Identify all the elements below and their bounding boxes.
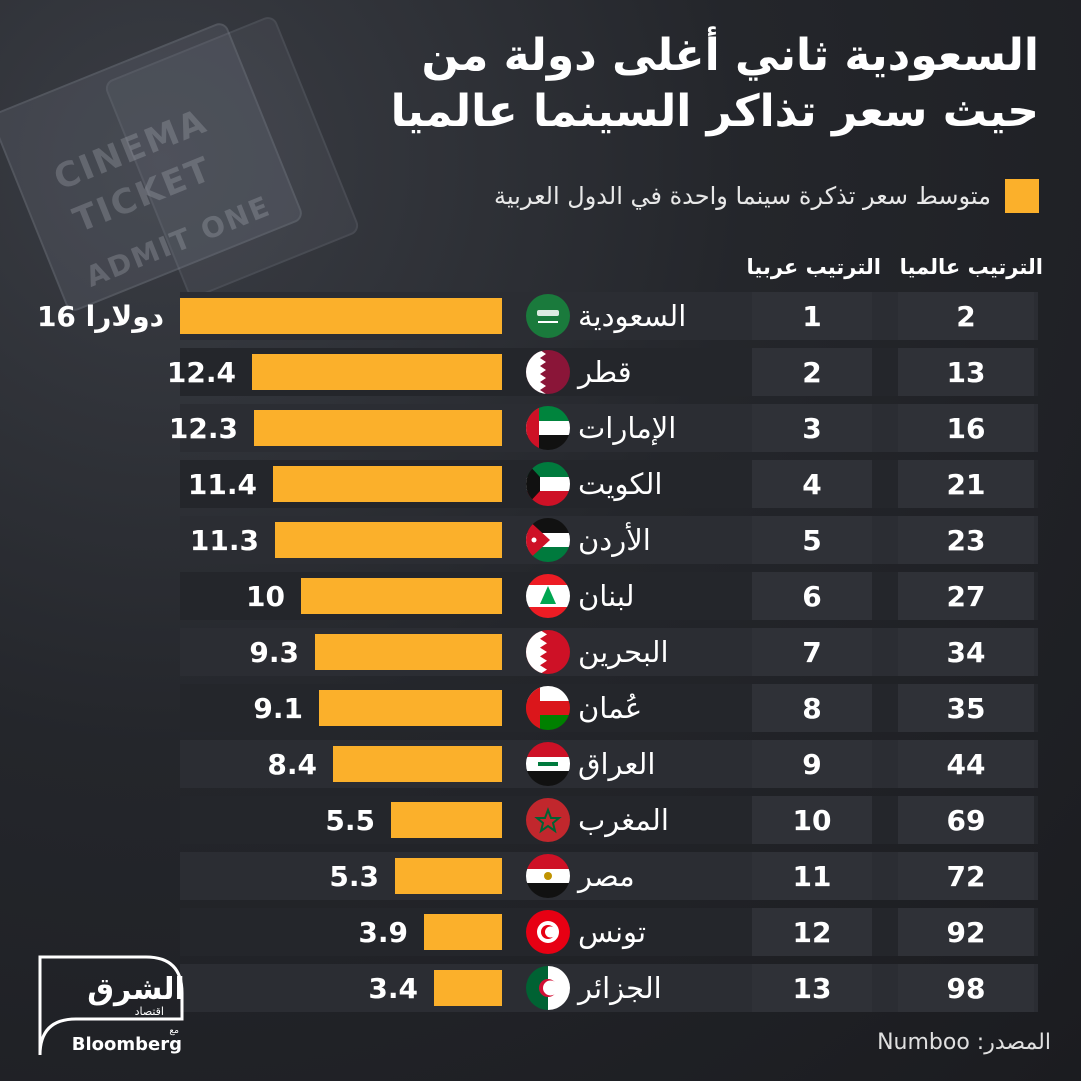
legend-swatch [1005,179,1039,213]
arab-rank-cell: 6 [752,572,872,620]
bar [273,466,502,502]
saudi-arabia-flag-icon [526,294,570,338]
arab-rank-cell: 7 [752,628,872,676]
bar-value-label: 3.4 [368,971,418,1005]
bar [275,522,502,558]
bar-value-label: 5.3 [329,859,379,893]
country-label: قطر [578,355,632,389]
brand-logo: الشرق اقتصاد مع Bloomberg [38,955,185,1055]
world-rank-cell: 34 [898,628,1034,676]
country-label: لبنان [578,579,635,613]
bar-value-label: 12.4 [166,355,236,389]
morocco-flag-icon [526,798,570,842]
logo-partner: Bloomberg [72,1034,182,1055]
bar-value-label: 9.1 [253,691,303,725]
country-label: المغرب [578,803,669,837]
logo-subtext: اقتصاد [135,1005,164,1018]
arab-rank-cell: 8 [752,684,872,732]
arab-rank-cell: 12 [752,908,872,956]
world-rank-cell: 92 [898,908,1034,956]
arab-rank-cell: 11 [752,852,872,900]
bar-value-label: 5.5 [325,803,375,837]
chart-title: السعودية ثاني أغلى دولة من حيث سعر تذاكر… [390,30,1039,137]
country-label: عُمان [578,691,643,725]
arab-rank-cell: 2 [752,348,872,396]
world-rank-cell: 21 [898,460,1034,508]
iraq-flag-icon [526,742,570,786]
tunisia-flag-icon [526,910,570,954]
row-background [180,908,1038,956]
world-rank-cell: 44 [898,740,1034,788]
world-rank-cell: 69 [898,796,1034,844]
bar [180,298,502,334]
bar [434,970,502,1006]
bar-value-label: 3.9 [358,915,408,949]
row-background [180,852,1038,900]
algeria-flag-icon [526,966,570,1010]
bar [301,578,502,614]
source-note: المصدر: Numboo [877,1030,1051,1055]
qatar-flag-icon [526,350,570,394]
bar [252,354,502,390]
bar-value-label: 16 دولارا [36,299,164,333]
source-value: Numboo [877,1030,970,1055]
bar [315,634,502,670]
logo-text: الشرق [87,972,185,1007]
legend-label: متوسط سعر تذكرة سينما واحدة في الدول الع… [494,182,991,210]
bar-value-label: 12.3 [168,411,238,445]
world-rank-cell: 35 [898,684,1034,732]
bar-value-label: 11.3 [189,523,259,557]
arab-rank-cell: 4 [752,460,872,508]
country-label: تونس [578,915,647,949]
world-rank-cell: 72 [898,852,1034,900]
country-label: الجزائر [578,971,662,1005]
bar [395,858,502,894]
bar [424,914,502,950]
bar-value-label: 10 [246,579,285,613]
egypt-flag-icon [526,854,570,898]
arab-rank-cell: 10 [752,796,872,844]
bar-value-label: 11.4 [187,467,257,501]
world-rank-cell: 27 [898,572,1034,620]
bahrain-flag-icon [526,630,570,674]
country-label: الإمارات [578,411,677,445]
arab-rank-cell: 1 [752,292,872,340]
row-background [180,740,1038,788]
bar [333,746,502,782]
lebanon-flag-icon [526,574,570,618]
arab-rank-cell: 9 [752,740,872,788]
bar [319,690,502,726]
world-rank-cell: 13 [898,348,1034,396]
country-label: العراق [578,747,656,781]
country-label: البحرين [578,635,669,669]
bar-value-label: 9.3 [249,635,299,669]
bar [254,410,502,446]
row-background [180,796,1038,844]
bar [391,802,502,838]
logo-with: مع [169,1026,179,1036]
uae-flag-icon [526,406,570,450]
header-world-rank: الترتيب عالميا [899,255,1043,279]
arab-rank-cell: 13 [752,964,872,1012]
world-rank-cell: 2 [898,292,1034,340]
row-background [180,964,1038,1012]
kuwait-flag-icon [526,462,570,506]
country-label: مصر [578,859,635,893]
world-rank-cell: 23 [898,516,1034,564]
arab-rank-cell: 5 [752,516,872,564]
header-arab-rank: الترتيب عربيا [746,255,881,279]
country-label: السعودية [578,299,687,333]
bar-value-label: 8.4 [267,747,317,781]
world-rank-cell: 98 [898,964,1034,1012]
world-rank-cell: 16 [898,404,1034,452]
country-label: الأردن [578,523,651,557]
jordan-flag-icon [526,518,570,562]
source-label: المصدر: [976,1030,1051,1055]
legend: متوسط سعر تذكرة سينما واحدة في الدول الع… [494,176,1039,216]
oman-flag-icon [526,686,570,730]
arab-rank-cell: 3 [752,404,872,452]
country-label: الكويت [578,467,663,501]
